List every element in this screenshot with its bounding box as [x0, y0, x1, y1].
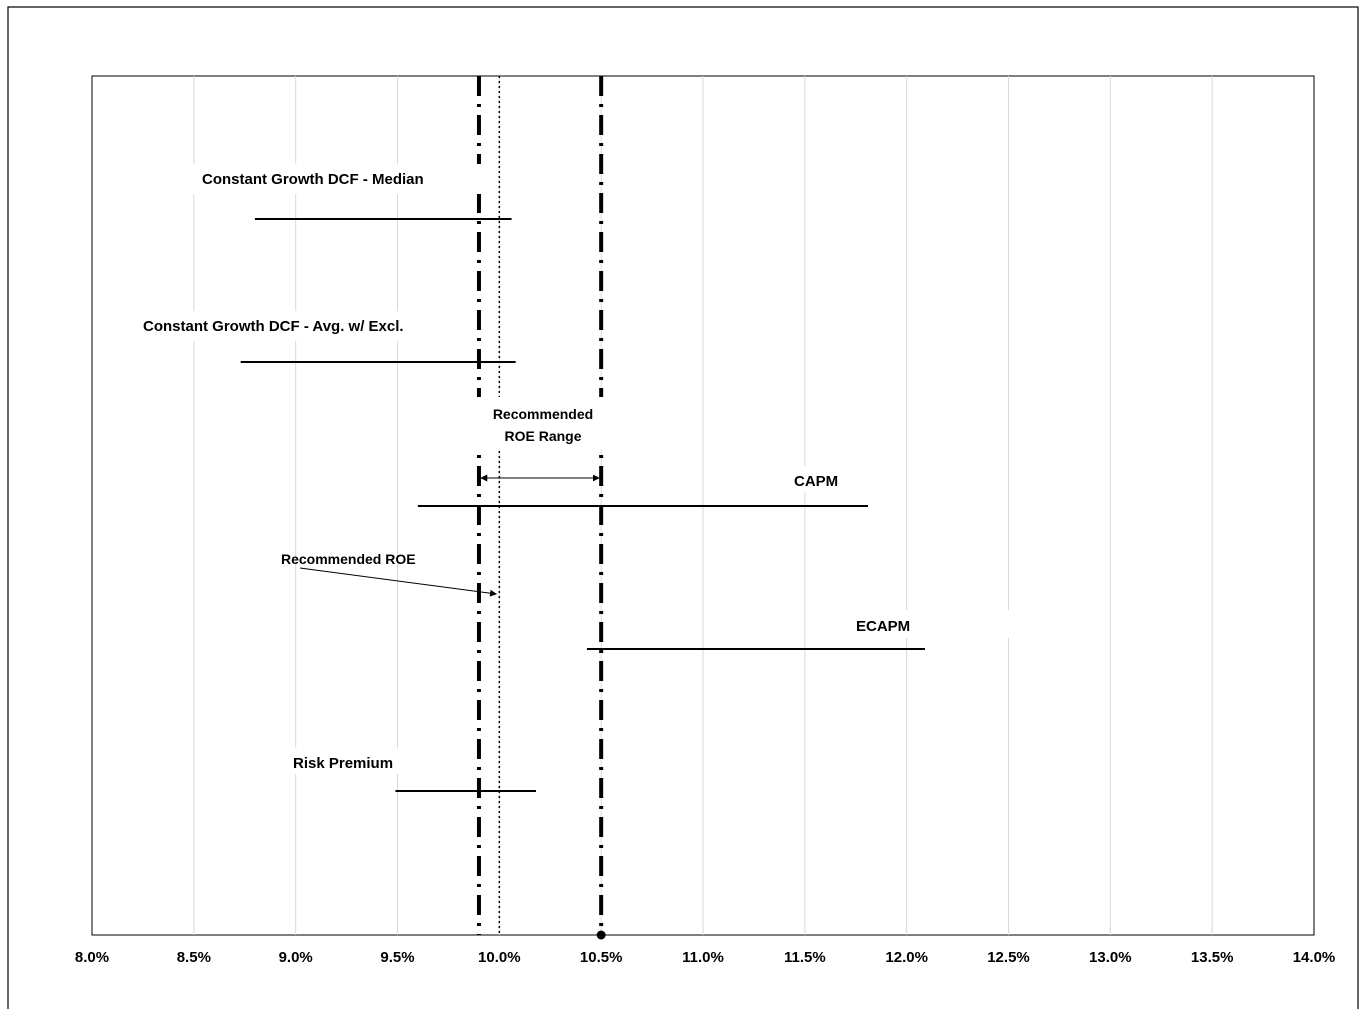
annotations: Recommended ROE Range Recommended ROE — [281, 397, 614, 597]
x-tick-label-6: 11.0% — [682, 949, 724, 966]
series-label-capm: CAPM — [794, 473, 838, 490]
x-tick-label-9: 12.5% — [987, 949, 1030, 966]
x-tick-label-12: 14.0% — [1293, 949, 1336, 966]
outer-border — [7, 6, 1359, 1014]
x-tick-label-8: 12.0% — [885, 949, 928, 966]
recommended-roe-label: Recommended ROE — [281, 551, 416, 567]
series-label-risk-premium: Risk Premium — [293, 755, 393, 772]
series-labels: Constant Growth DCF - Median Constant Gr… — [130, 164, 1010, 774]
recommended-range-label-line1: Recommended — [493, 406, 593, 422]
recommended-range-label-line2: ROE Range — [504, 428, 581, 444]
x-tick-label-3: 9.5% — [380, 949, 414, 966]
x-tick-label-1: 8.5% — [177, 949, 211, 966]
x-tick-label-0: 8.0% — [75, 949, 109, 966]
series-label-ecapm: ECAPM — [856, 618, 910, 635]
x-tick-label-10: 13.0% — [1089, 949, 1132, 966]
x-tick-label-4: 10.0% — [478, 949, 521, 966]
x-tick-label-2: 9.0% — [279, 949, 313, 966]
x-tick-label-5: 10.5% — [580, 949, 623, 966]
x-tick-label-7: 11.5% — [784, 949, 826, 966]
series-label-dcf-median: Constant Growth DCF - Median — [202, 171, 424, 188]
range-axis-marker — [596, 930, 606, 940]
x-axis-ticks: 8.0% 8.5% 9.0% 9.5% 10.0% 10.5% 11.0% 11.5% 12.0… — [75, 949, 1335, 966]
series-layer — [240, 218, 925, 792]
series-label-dcf-avg: Constant Growth DCF - Avg. w/ Excl. — [143, 318, 404, 335]
x-tick-label-11: 13.5% — [1191, 949, 1234, 966]
recommended-roe-arrow — [299, 567, 498, 597]
